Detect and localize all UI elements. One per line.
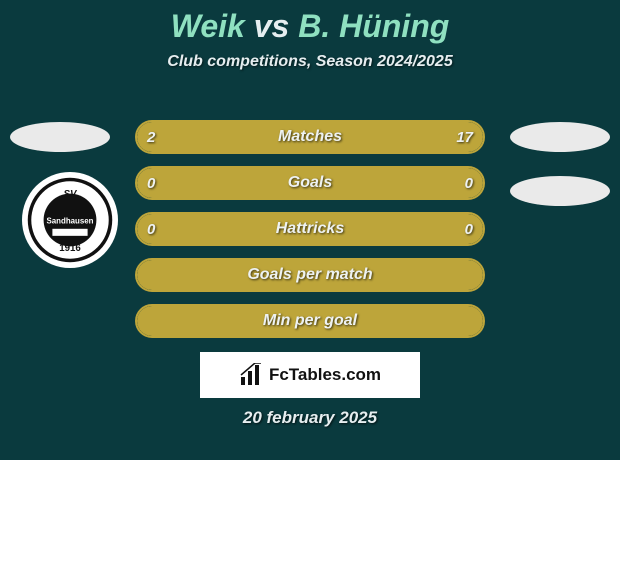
player1-flag-placeholder bbox=[10, 122, 110, 152]
svg-text:Sandhausen: Sandhausen bbox=[46, 217, 93, 226]
brand-text: FcTables.com bbox=[269, 365, 381, 385]
stat-row-goals-per-match: Goals per match bbox=[135, 258, 485, 292]
player1-name: Weik bbox=[171, 8, 245, 44]
stat-label: Goals bbox=[137, 168, 483, 198]
svg-text:SV: SV bbox=[64, 189, 78, 200]
stat-row-matches: Matches2 17 bbox=[135, 120, 485, 154]
player1-club-badge: SV Sandhausen 1916 bbox=[22, 172, 118, 268]
stat-value-right: 0 bbox=[455, 168, 483, 198]
stat-label: Min per goal bbox=[137, 306, 483, 336]
player2-name: B. Hüning bbox=[298, 8, 449, 44]
stat-label: Goals per match bbox=[137, 260, 483, 290]
stat-value-right: 17 bbox=[446, 122, 483, 152]
stat-value-left: 0 bbox=[137, 168, 165, 198]
bar-chart-icon bbox=[239, 363, 263, 387]
title-vs: vs bbox=[254, 8, 290, 44]
svg-text:1916: 1916 bbox=[59, 243, 81, 254]
stat-row-goals: Goals0 0 bbox=[135, 166, 485, 200]
stat-value-right: 0 bbox=[455, 214, 483, 244]
stats-bars: Matches217Goals00Hattricks00Goals per ma… bbox=[135, 120, 485, 350]
stat-value-left: 2 bbox=[137, 122, 165, 152]
stat-label: Matches bbox=[137, 122, 483, 152]
sandhausen-badge-icon: SV Sandhausen 1916 bbox=[26, 176, 114, 264]
stat-label: Hattricks bbox=[137, 214, 483, 244]
player2-club-placeholder bbox=[510, 176, 610, 206]
date-text: 20 february 2025 bbox=[0, 408, 620, 428]
subtitle: Club competitions, Season 2024/2025 bbox=[0, 53, 620, 71]
player2-flag-placeholder bbox=[510, 122, 610, 152]
stat-row-hattricks: Hattricks0 0 bbox=[135, 212, 485, 246]
page-title: Weik vs B. Hüning bbox=[0, 0, 620, 45]
stat-value-left: 0 bbox=[137, 214, 165, 244]
stats-panel: Weik vs B. Hüning Club competitions, Sea… bbox=[0, 0, 620, 460]
brand-badge: FcTables.com bbox=[200, 352, 420, 398]
stat-row-min-per-goal: Min per goal bbox=[135, 304, 485, 338]
